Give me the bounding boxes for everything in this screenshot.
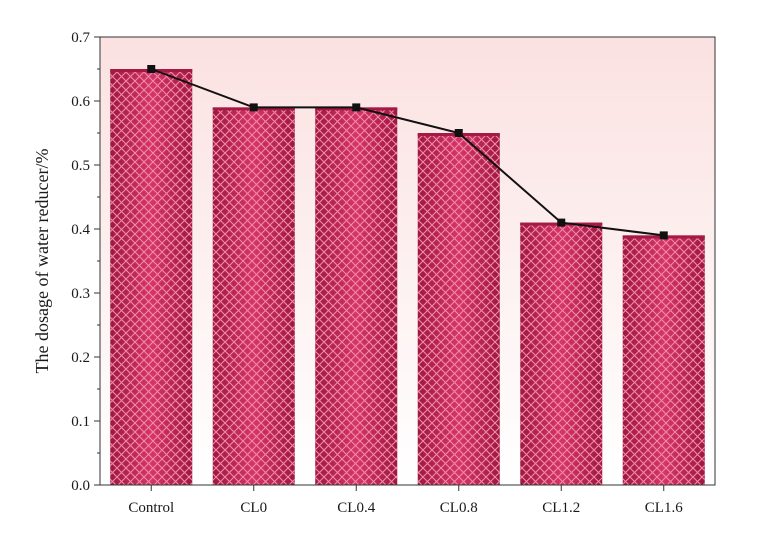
y-tick-label: 0.4: [71, 222, 90, 238]
y-tick-label: 0.0: [71, 478, 90, 494]
plot-background: [100, 37, 715, 485]
y-tick-label: 0.7: [71, 30, 90, 46]
bar-cl0-4: [315, 107, 398, 486]
y-tick-label: 0.2: [71, 350, 90, 366]
x-tick-label: CL0: [240, 500, 267, 516]
y-tick-label: 0.5: [71, 158, 90, 174]
y-axis: 0.0 0.1 0.2 0.3 0.4 0.5 0.6 0.7: [71, 30, 100, 494]
marker-cl1-6: [659, 231, 668, 240]
y-axis-title: The dosage of water reducer/%: [32, 149, 52, 374]
marker-cl0-8: [454, 129, 463, 137]
y-tick-label: 0.3: [71, 286, 90, 302]
y-tick-label: 0.1: [71, 414, 90, 430]
marker-cl1-2: [557, 218, 566, 227]
markers-group: [147, 65, 668, 240]
bar-hatch: [622, 235, 705, 485]
bar-control: [110, 69, 193, 485]
bar-hatch: [212, 107, 295, 486]
x-tick-label: CL0.4: [337, 500, 375, 516]
x-axis: Control CL0 CL0.4 CL0.8 CL1.2 CL1.6: [128, 485, 683, 516]
bar-cl1-6: [622, 235, 705, 485]
x-tick-label: Control: [128, 500, 174, 516]
y-tick-label: 0.6: [71, 94, 90, 110]
x-tick-label: CL1.2: [542, 500, 580, 516]
bar-cl0-8: [417, 133, 500, 485]
bar-cl0: [212, 107, 295, 486]
bar-cl1-2: [520, 222, 603, 485]
bar-hatch: [520, 222, 603, 485]
marker-cl0: [249, 103, 258, 112]
x-tick-label: CL1.6: [645, 500, 683, 516]
bar-hatch: [417, 133, 500, 485]
bars-group: [110, 69, 705, 486]
x-tick-label: CL0.8: [440, 500, 478, 516]
marker-control: [147, 65, 156, 73]
marker-cl0-4: [352, 103, 361, 112]
bar-hatch: [110, 69, 193, 485]
trend-line: [150, 68, 664, 237]
bar-hatch: [315, 107, 398, 486]
